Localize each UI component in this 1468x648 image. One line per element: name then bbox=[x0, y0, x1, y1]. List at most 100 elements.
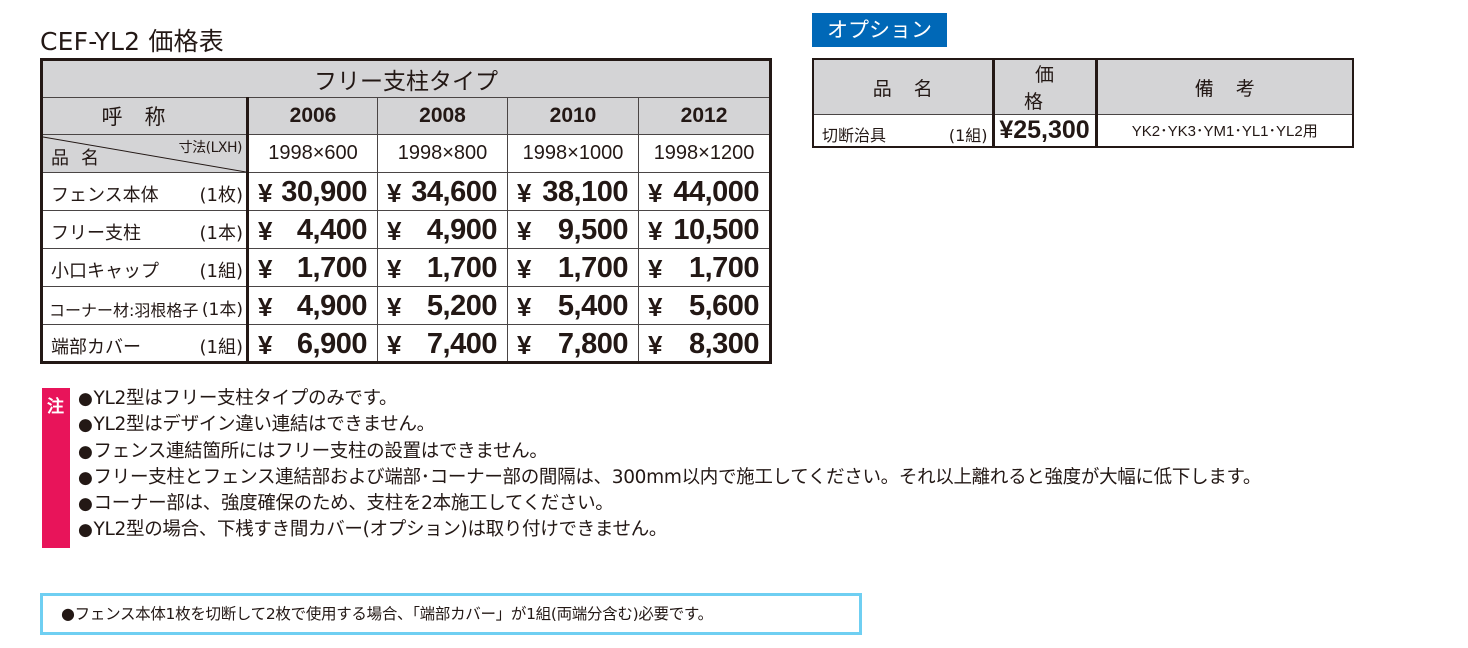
yen-sign: ¥ bbox=[517, 254, 532, 284]
price-value: 38,100 bbox=[542, 176, 628, 208]
price-cell: ¥1,700 bbox=[637, 248, 772, 287]
column-size: 1998×1000 bbox=[507, 134, 639, 173]
price-cell: ¥6,900 bbox=[247, 324, 378, 363]
item-cell: フリー支柱 (1本) bbox=[41, 210, 249, 249]
item-unit: (1本) bbox=[201, 300, 243, 320]
price-cell: ¥10,500 bbox=[637, 210, 772, 249]
option-item-name: 切断治具 bbox=[822, 126, 887, 145]
yen-sign: ¥ bbox=[387, 216, 402, 246]
item-label: 品名 bbox=[51, 148, 111, 169]
price-cell: ¥9,500 bbox=[507, 210, 639, 249]
price-table: フリー支柱タイプ 呼称 2006 2008 2010 2012 寸法(LXH) … bbox=[40, 58, 773, 364]
table-row: フェンス本体 (1枚) ¥30,900 ¥34,600 ¥38,100 ¥44,… bbox=[41, 172, 772, 211]
price-value: 4,900 bbox=[296, 290, 368, 322]
note-item: コーナー部は、強度確保のため、支柱を2本施工してください。 bbox=[78, 491, 1261, 517]
table-row: 端部カバー (1組) ¥6,900 ¥7,400 ¥7,800 ¥8,300 bbox=[41, 324, 772, 363]
note-item: YL2型はフリー支柱タイプのみです。 bbox=[78, 386, 1261, 412]
item-cell: 端部カバー (1組) bbox=[41, 324, 249, 363]
item-unit: (1組) bbox=[199, 261, 244, 282]
option-badge: オプション bbox=[812, 13, 947, 47]
item-unit: (1枚) bbox=[199, 185, 244, 206]
yen-sign: ¥ bbox=[517, 330, 532, 360]
price-value: 1,700 bbox=[557, 252, 629, 284]
column-code: 2012 bbox=[637, 97, 772, 135]
item-cell: 小口キャップ (1組) bbox=[41, 248, 249, 287]
yen-sign: ¥ bbox=[258, 292, 273, 322]
size-label: 寸法(LXH) bbox=[178, 140, 243, 156]
option-table: 品名 価格 備考 切断治具 (1組) ¥25,300 YK2･YK3･YM1･Y… bbox=[812, 58, 1354, 148]
price-cell: ¥5,400 bbox=[507, 286, 639, 325]
item-cell: フェンス本体 (1枚) bbox=[41, 172, 249, 211]
price-cell: ¥38,100 bbox=[507, 172, 639, 211]
price-value: 4,400 bbox=[296, 214, 368, 246]
boxed-note-text: フェンス本体1枚を切断して2枚で使用する場合、「端部カバー」が1組(両端分含む)… bbox=[74, 605, 713, 623]
yen-sign: ¥ bbox=[387, 178, 402, 208]
price-cell: ¥4,400 bbox=[247, 210, 378, 249]
item-name: 小口キャップ bbox=[51, 261, 159, 282]
option-note: YK2･YK3･YM1･YL1･YL2用 bbox=[1095, 114, 1354, 147]
price-cell: ¥5,200 bbox=[377, 286, 508, 325]
yen-sign: ¥ bbox=[648, 216, 663, 246]
item-name: 端部カバー bbox=[51, 337, 141, 358]
price-value: 8,300 bbox=[688, 328, 760, 360]
price-cell: ¥44,000 bbox=[637, 172, 772, 211]
price-cell: ¥34,600 bbox=[377, 172, 508, 211]
note-item: フリー支柱とフェンス連結部および端部･コーナー部の間隔は、300mm以内で施工し… bbox=[78, 465, 1262, 491]
option-name-header: 品名 bbox=[812, 58, 994, 115]
price-cell: ¥5,600 bbox=[637, 286, 772, 325]
price-cell: ¥4,900 bbox=[247, 286, 378, 325]
table-row: コーナー材:羽根格子 (1本) ¥4,900 ¥5,200 ¥5,400 ¥5,… bbox=[41, 286, 772, 325]
yen-sign: ¥ bbox=[387, 254, 402, 284]
column-code: 2006 bbox=[247, 97, 378, 135]
page-title: CEF-YL2 価格表 bbox=[40, 27, 224, 56]
note-badge-label: 注 bbox=[47, 397, 64, 417]
price-value: 7,400 bbox=[426, 328, 498, 360]
option-note-header: 備考 bbox=[1095, 58, 1354, 115]
price-value: 44,000 bbox=[673, 176, 760, 208]
note-badge: 注 bbox=[42, 388, 70, 548]
price-value: 10,500 bbox=[673, 214, 760, 246]
yen-sign: ¥ bbox=[517, 292, 532, 322]
boxed-note: フェンス本体1枚を切断して2枚で使用する場合、「端部カバー」が1組(両端分含む)… bbox=[40, 593, 862, 635]
table-row: フリー支柱 (1本) ¥4,400 ¥4,900 ¥9,500 ¥10,500 bbox=[41, 210, 772, 249]
yen-sign: ¥ bbox=[387, 330, 402, 360]
item-name: フリー支柱 bbox=[51, 223, 141, 244]
note-item: YL2型はデザイン違い連結はできません。 bbox=[78, 412, 1261, 438]
note-item: フェンス連結箇所にはフリー支柱の設置はできません。 bbox=[78, 439, 1261, 465]
price-value: 30,900 bbox=[281, 176, 367, 208]
price-value: 6,900 bbox=[296, 328, 368, 360]
notes-list: YL2型はフリー支柱タイプのみです。 YL2型はデザイン違い連結はできません。 … bbox=[78, 386, 1262, 544]
price-value: 1,700 bbox=[296, 252, 368, 284]
item-cell: コーナー材:羽根格子 (1本) bbox=[41, 286, 249, 325]
price-value: 5,600 bbox=[688, 290, 760, 322]
option-row: 切断治具 (1組) ¥25,300 YK2･YK3･YM1･YL1･YL2用 bbox=[812, 114, 1354, 147]
price-value: 5,400 bbox=[557, 290, 629, 322]
price-cell: ¥1,700 bbox=[247, 248, 378, 287]
option-price: ¥25,300 bbox=[991, 114, 1098, 147]
yen-sign: ¥ bbox=[258, 330, 273, 360]
column-code: 2010 bbox=[507, 97, 639, 135]
price-cell: ¥1,700 bbox=[507, 248, 639, 287]
yen-sign: ¥ bbox=[517, 178, 532, 208]
yen-sign: ¥ bbox=[258, 178, 273, 208]
option-price-header: 価格 bbox=[991, 58, 1098, 115]
yen-sign: ¥ bbox=[648, 178, 663, 208]
yen-sign: ¥ bbox=[258, 216, 273, 246]
yen-sign: ¥ bbox=[258, 254, 273, 284]
price-value: 1,700 bbox=[688, 252, 760, 284]
note-item: YL2型の場合、下桟すき間カバー(オプション)は取り付けできません。 bbox=[78, 517, 1261, 543]
price-value: 5,200 bbox=[426, 290, 498, 322]
table-row: 小口キャップ (1組) ¥1,700 ¥1,700 ¥1,700 ¥1,700 bbox=[41, 248, 772, 287]
price-value: 34,600 bbox=[411, 176, 497, 208]
yen-sign: ¥ bbox=[648, 330, 663, 360]
yen-sign: ¥ bbox=[648, 254, 663, 284]
item-name: コーナー材:羽根格子 bbox=[49, 301, 199, 320]
item-unit: (1組) bbox=[199, 337, 244, 358]
yen-sign: ¥ bbox=[648, 292, 663, 322]
price-cell: ¥1,700 bbox=[377, 248, 508, 287]
column-size: 1998×800 bbox=[377, 134, 508, 173]
price-value: 9,500 bbox=[557, 214, 629, 246]
price-cell: ¥7,800 bbox=[507, 324, 639, 363]
item-unit: (1本) bbox=[199, 223, 244, 244]
yen-sign: ¥ bbox=[387, 292, 402, 322]
